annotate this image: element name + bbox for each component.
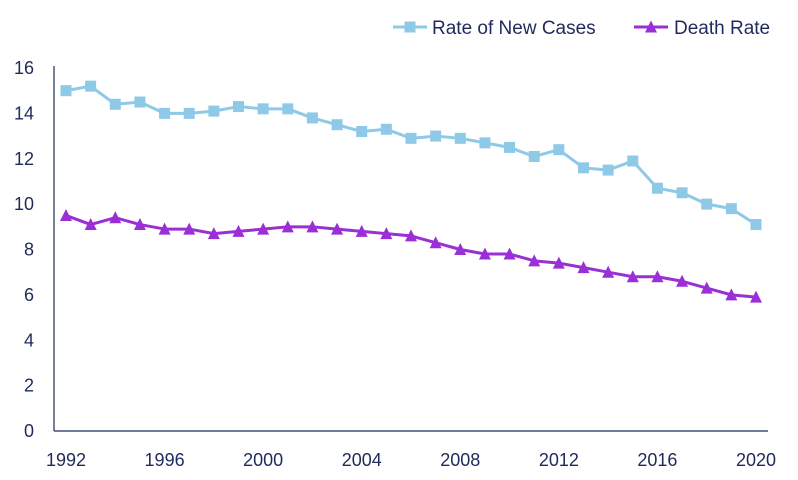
data-point — [552, 256, 565, 269]
data-point — [306, 112, 318, 124]
legend-label: Rate of New Cases — [432, 18, 596, 39]
data-point — [331, 222, 344, 235]
y-tick-label: 4 — [24, 330, 34, 350]
data-point — [725, 203, 737, 215]
data-point — [602, 164, 614, 176]
x-tick-label: 2020 — [736, 450, 776, 470]
series-line — [65, 84, 757, 226]
data-point — [281, 220, 294, 233]
data-point — [405, 229, 417, 242]
legend-marker — [645, 20, 657, 33]
data-point — [60, 208, 72, 221]
data-point — [109, 98, 121, 110]
data-point — [454, 243, 467, 255]
y-tick-label: 16 — [14, 58, 34, 78]
x-tick-label: 1996 — [145, 450, 185, 470]
x-tick-label: 2000 — [243, 450, 283, 470]
x-tick-label: 2004 — [342, 450, 382, 470]
y-tick-label: 12 — [14, 149, 34, 169]
data-point — [380, 123, 392, 135]
data-point — [257, 222, 270, 235]
data-point — [158, 222, 171, 235]
data-point — [553, 144, 565, 156]
data-point — [207, 227, 220, 240]
data-point — [577, 261, 590, 274]
data-point — [306, 220, 319, 233]
data-point — [725, 288, 738, 301]
data-point — [504, 141, 516, 153]
axes — [53, 66, 768, 432]
data-point — [528, 150, 540, 162]
data-point — [454, 132, 466, 144]
data-point — [750, 219, 762, 231]
data-point — [183, 222, 196, 235]
data-point — [232, 224, 245, 237]
x-tick-labels: 1992 1996 2000 2004 2008 2012 2016 2020 — [46, 450, 776, 470]
data-point — [60, 85, 72, 97]
legend-marker — [404, 21, 416, 33]
data-point — [700, 281, 713, 294]
data-point — [134, 96, 146, 108]
data-point — [701, 198, 713, 210]
y-tick-label: 8 — [24, 240, 34, 260]
data-point — [651, 182, 663, 194]
series-rate-of-new-cases — [60, 80, 762, 231]
data-point — [578, 162, 589, 174]
data-point — [405, 132, 417, 144]
data-point — [331, 119, 343, 131]
data-point — [651, 270, 664, 283]
y-tick-labels: 0 2 4 6 8 10 12 14 16 — [14, 58, 34, 441]
data-point — [85, 80, 97, 92]
series-layer — [60, 80, 762, 303]
data-point — [257, 103, 269, 115]
y-tick-label: 14 — [14, 103, 34, 123]
data-point — [430, 130, 442, 142]
series-death-rate — [60, 208, 762, 303]
data-point — [626, 270, 639, 283]
legend-item: Death Rate — [634, 18, 770, 39]
series-line — [65, 214, 757, 299]
data-point — [528, 254, 541, 267]
x-tick-label: 2016 — [637, 450, 677, 470]
data-point — [478, 247, 491, 260]
data-point — [84, 218, 97, 231]
y-tick-label: 6 — [24, 285, 34, 305]
y-tick-label: 2 — [24, 376, 34, 396]
data-point — [676, 274, 689, 287]
data-point — [183, 107, 195, 119]
data-point — [208, 105, 220, 117]
data-point — [479, 137, 491, 149]
data-point — [109, 211, 122, 224]
legend: Rate of New Cases Death Rate — [393, 18, 770, 39]
data-point — [356, 126, 368, 138]
data-point — [159, 107, 171, 119]
data-point — [282, 103, 294, 115]
data-point — [429, 236, 442, 249]
data-point — [355, 224, 368, 237]
x-tick-label: 2012 — [539, 450, 579, 470]
data-point — [627, 155, 639, 167]
data-point — [503, 247, 516, 260]
x-tick-label: 2008 — [440, 450, 480, 470]
data-point — [676, 187, 688, 199]
data-point — [750, 290, 762, 303]
y-tick-label: 10 — [14, 194, 34, 214]
data-point — [233, 101, 244, 113]
data-point — [380, 227, 393, 240]
legend-item: Rate of New Cases — [393, 18, 596, 39]
data-point — [133, 218, 146, 231]
legend-label: Death Rate — [674, 18, 770, 39]
x-tick-label: 1992 — [46, 450, 86, 470]
data-point — [602, 265, 615, 278]
y-tick-label: 0 — [24, 421, 34, 441]
